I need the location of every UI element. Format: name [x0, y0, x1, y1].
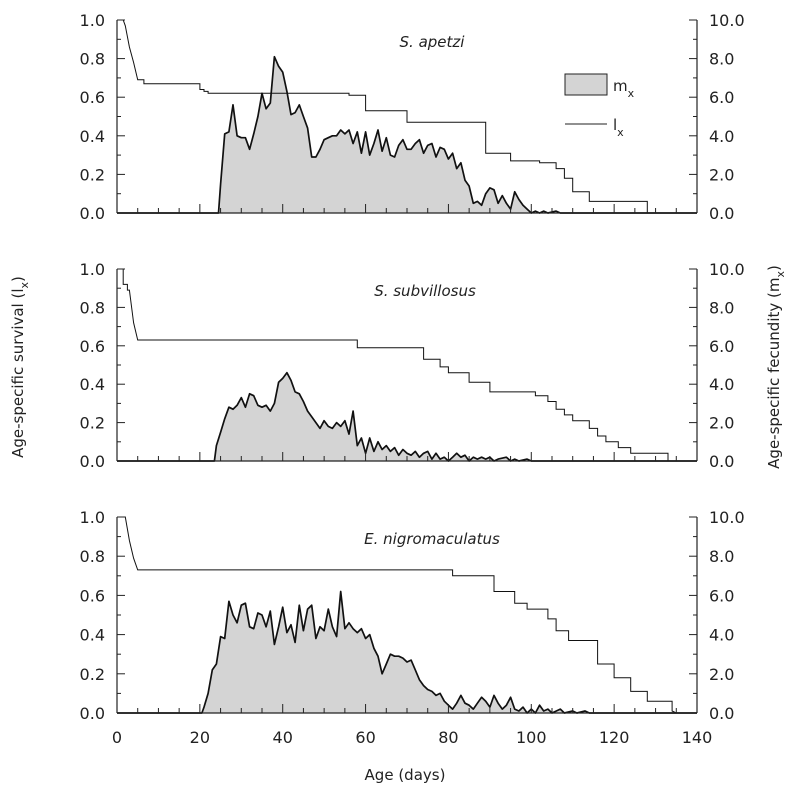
- x-axis-label: Age (days): [365, 766, 446, 784]
- y-left-tick-label: 0.2: [80, 165, 105, 184]
- y-left-tick-label: 0.0: [80, 452, 105, 471]
- x-tick-label: 0: [112, 728, 122, 747]
- x-tick-label: 80: [438, 728, 458, 747]
- y-right-tick-label: 6.0: [709, 88, 734, 107]
- x-tick-label: 100: [516, 728, 547, 747]
- y-axis-right-label: Age-specific fecundity (mx): [765, 265, 787, 469]
- y-left-tick-label: 0.0: [80, 704, 105, 723]
- y-left-tick-label: 0.6: [80, 586, 105, 605]
- y-right-tick-label: 6.0: [709, 337, 734, 356]
- y-left-tick-label: 0.6: [80, 88, 105, 107]
- panel-2: 0.0 0.2 0.4 0.6 0.8 1.0 0.0 2.0 4.0 6.0 8.0 10.0 S. …: [80, 260, 745, 471]
- mx-outline-series: [117, 371, 697, 462]
- y-right-tick-label: 10.0: [709, 11, 745, 30]
- lx-series-line: [117, 516, 697, 714]
- panel-title: S. subvillosus: [374, 282, 476, 300]
- panel-3: 0.0 0.2 0.4 0.6 0.8 1.0 0.0 2.0 4.0 6.0 8.0 10.0 0 20…: [80, 508, 745, 747]
- y-axis-left-label: Age-specific survival (lx): [9, 276, 31, 458]
- mx-area-series: [117, 56, 697, 214]
- y-right-tick-label: 2.0: [709, 165, 734, 184]
- y-left-tick-label: 0.8: [80, 50, 105, 69]
- y-right-tick-label: 4.0: [709, 626, 734, 645]
- y-left-tick-label: 0.4: [80, 375, 105, 394]
- y-left-tick-label: 1.0: [80, 11, 105, 30]
- y-left-tick-label: 0.0: [80, 204, 105, 223]
- mx-area-series: [117, 372, 697, 461]
- panel-title: S. apetzi: [400, 33, 466, 51]
- y-left-tick-label: 0.4: [80, 626, 105, 645]
- y-right-tick-label: 10.0: [709, 260, 745, 279]
- svg-text:mx: mx: [613, 77, 635, 100]
- legend-lx-sub: x: [617, 126, 624, 139]
- mx-outline-series: [117, 55, 697, 214]
- legend-mx-label: m: [613, 77, 628, 95]
- mx-area-series: [117, 591, 697, 713]
- legend-mx-sub: x: [628, 87, 635, 100]
- y-right-tick-label: 0.0: [709, 704, 734, 723]
- lx-series-line: [117, 268, 697, 462]
- y-left-tick-label: 0.2: [80, 414, 105, 433]
- y-right-tick-label: 2.0: [709, 665, 734, 684]
- y-right-tick-label: 6.0: [709, 586, 734, 605]
- y-right-tick-label: 8.0: [709, 547, 734, 566]
- mx-outline-series: [117, 590, 697, 714]
- legend: mx lx: [564, 73, 635, 139]
- y-right-tick-label: 8.0: [709, 50, 734, 69]
- y-left-tick-label: 0.6: [80, 337, 105, 356]
- y-right-tick-label: 4.0: [709, 127, 734, 146]
- y-right-tick-label: 10.0: [709, 508, 745, 527]
- y-right-tick-label: 4.0: [709, 375, 734, 394]
- legend-mx-swatch: [564, 73, 608, 96]
- y-left-tick-label: 1.0: [80, 508, 105, 527]
- y-right-tick-label: 2.0: [709, 414, 734, 433]
- legend-lx-label: l: [613, 116, 617, 134]
- x-tick-label: 40: [273, 728, 293, 747]
- panel-1: 0.0 0.2 0.4 0.6 0.8 1.0 0.0 2.0 4.0 6.0 8.0 10.0 S. …: [80, 11, 745, 223]
- y-left-tick-label: 0.4: [80, 127, 105, 146]
- panel-title: E. nigromaculatus: [364, 530, 500, 548]
- y-left-tick-label: 0.8: [80, 547, 105, 566]
- lx-series-line: [117, 19, 697, 214]
- y-left-tick-label: 0.2: [80, 665, 105, 684]
- x-tick-label: 60: [355, 728, 375, 747]
- x-tick-label: 140: [682, 728, 713, 747]
- x-tick-label: 120: [599, 728, 630, 747]
- y-right-tick-label: 8.0: [709, 298, 734, 317]
- chart-panels: 0.0 0.2 0.4 0.6 0.8 1.0 0.0 2.0 4.0 6.0 8.0 10.0 S. …: [80, 11, 745, 747]
- y-right-tick-label: 0.0: [709, 452, 734, 471]
- y-right-tick-label: 0.0: [709, 204, 734, 223]
- x-tick-label: 20: [190, 728, 210, 747]
- y-left-tick-label: 0.8: [80, 298, 105, 317]
- y-left-tick-label: 1.0: [80, 260, 105, 279]
- svg-text:lx: lx: [613, 116, 624, 139]
